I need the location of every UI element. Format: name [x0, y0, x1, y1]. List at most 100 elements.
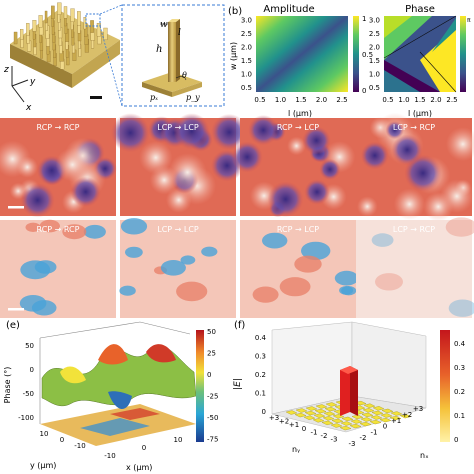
zoom-line-top [99, 4, 123, 15]
e-surface-peak [98, 344, 128, 365]
x-tick-label: 1.0 [275, 96, 286, 104]
f-center-bar [340, 366, 358, 416]
phase-blob [176, 281, 208, 302]
f-bar [399, 413, 412, 419]
intensity-blob [304, 179, 330, 205]
amp-cb-tick: 0.5 [362, 51, 373, 59]
panel-f-colorbar [440, 330, 450, 442]
panel-f-ny-label: nᵧ [292, 445, 300, 454]
intensity-blob [360, 141, 389, 170]
zoom-source-box [85, 13, 101, 27]
panel-f-z-ticks: 0.4 0.3 0.2 0.1 0 [255, 334, 267, 416]
y-tick-label: 1.5 [241, 57, 252, 65]
px-label: pₓ [150, 93, 158, 102]
panel-f-label: (f) [234, 320, 245, 331]
e-box-back [39, 321, 191, 339]
f-bar [349, 423, 362, 429]
nanopillar [168, 22, 176, 82]
ny-tick-label: +1 [289, 421, 299, 429]
f-bar [340, 421, 353, 426]
panel-f-zlabel: |E| [233, 378, 243, 390]
panel-d-maps: RCP → RCP LCP → LCP RCP → LCP LCP → RCP [0, 217, 474, 318]
panel-e-xlabel: x (μm) [126, 463, 152, 472]
panel-e-zlabel: Phase (°) [3, 367, 12, 404]
f-bar [370, 415, 383, 420]
f-bar [314, 408, 327, 414]
f-floor [271, 395, 427, 433]
unit-cell-base-front [142, 82, 172, 97]
panel-b-y-ticks: 3.0 3.0 2.5 2.5 2.0 2.0 1.5 1.5 1.0 1.0 0.5 0.5 [241, 17, 380, 93]
x-tick-label: -10 [104, 452, 115, 460]
phase-blob [448, 299, 474, 317]
pillar [38, 15, 43, 28]
intensity-blob [302, 126, 331, 155]
pillar [44, 10, 48, 24]
phase-blob [180, 255, 196, 265]
y-tick-label: 10 [40, 430, 49, 438]
z-tick-label: 50 [25, 342, 34, 350]
panel-b: (b) Amplitude Phase 1 0.5 0 π 3.0 3.0 2.5 2… [228, 4, 471, 118]
intensity-blob [385, 120, 404, 140]
z-tick-label: 0 [30, 366, 34, 374]
pillar [51, 5, 55, 19]
phase-colorbar [460, 16, 466, 92]
intensity-blob [319, 158, 341, 180]
phase-blob [119, 285, 136, 296]
intensity-blob [231, 141, 263, 173]
axis-y [11, 79, 29, 87]
nanopillar-side [176, 19, 180, 82]
pillar [70, 8, 75, 22]
nx-tick-label: +1 [391, 417, 401, 425]
nx-tick-label: -2 [360, 434, 367, 442]
phase-blob [252, 286, 279, 303]
panel-e-z-ticks: 50 0 -50 -100 [18, 342, 34, 422]
axis-z-label: z [3, 65, 9, 75]
axis-y-label: y [29, 77, 36, 87]
phase-blob [341, 286, 357, 296]
map-background [356, 220, 472, 318]
z-tick-label: 0.4 [255, 334, 267, 342]
f-bar [315, 404, 328, 409]
y-tick-label: 3.0 [369, 17, 380, 25]
phase-blob [160, 260, 186, 276]
x-tick-label: 2.0 [316, 96, 327, 104]
map-label: RCP → LCP [277, 225, 319, 234]
phase-blob [201, 246, 218, 257]
y-tick-label: -10 [74, 442, 85, 450]
field-map: RCP → LCP [231, 115, 356, 218]
panel-b-xlabel-phase: l (μm) [408, 109, 432, 118]
phase-blob [39, 219, 60, 233]
phase-blob [375, 273, 403, 291]
e-floor-blob [110, 408, 160, 420]
ny-tick-label: -2 [321, 432, 328, 440]
map-label: LCP → LCP [157, 225, 199, 234]
x-tick-label: 1.5 [295, 96, 306, 104]
f-bar [323, 411, 336, 416]
e-surface-mid [60, 366, 86, 384]
field-map: LCP → RCP [356, 112, 474, 222]
colorbar-tick-label: 0.4 [454, 340, 466, 348]
phase-blob [279, 277, 311, 297]
phase-blob [334, 270, 359, 286]
f-bar [390, 411, 403, 416]
intensity-blob [16, 156, 38, 178]
f-bar [294, 412, 307, 418]
amp-cb-tick: 0 [362, 87, 366, 95]
z-tick-label: 0.3 [255, 353, 266, 361]
f-bar [295, 408, 308, 413]
amplitude-map [256, 16, 348, 92]
map-label: RCP → RCP [37, 123, 80, 132]
nx-tick-label: +2 [402, 411, 412, 419]
intensity-blob [20, 183, 55, 218]
nx-tick-label: -3 [349, 440, 356, 448]
theta-label: θ [182, 71, 187, 80]
f-bar [313, 413, 326, 418]
phase-cb-tick: π [467, 17, 471, 24]
f-bar [381, 408, 394, 414]
y-tick-label: 3.0 [241, 17, 252, 25]
pillar [103, 27, 108, 40]
colorbar-tick-label: 0.1 [454, 412, 465, 420]
pillar [32, 20, 37, 32]
f-bar [361, 412, 374, 418]
e-floor-blob [80, 418, 150, 436]
